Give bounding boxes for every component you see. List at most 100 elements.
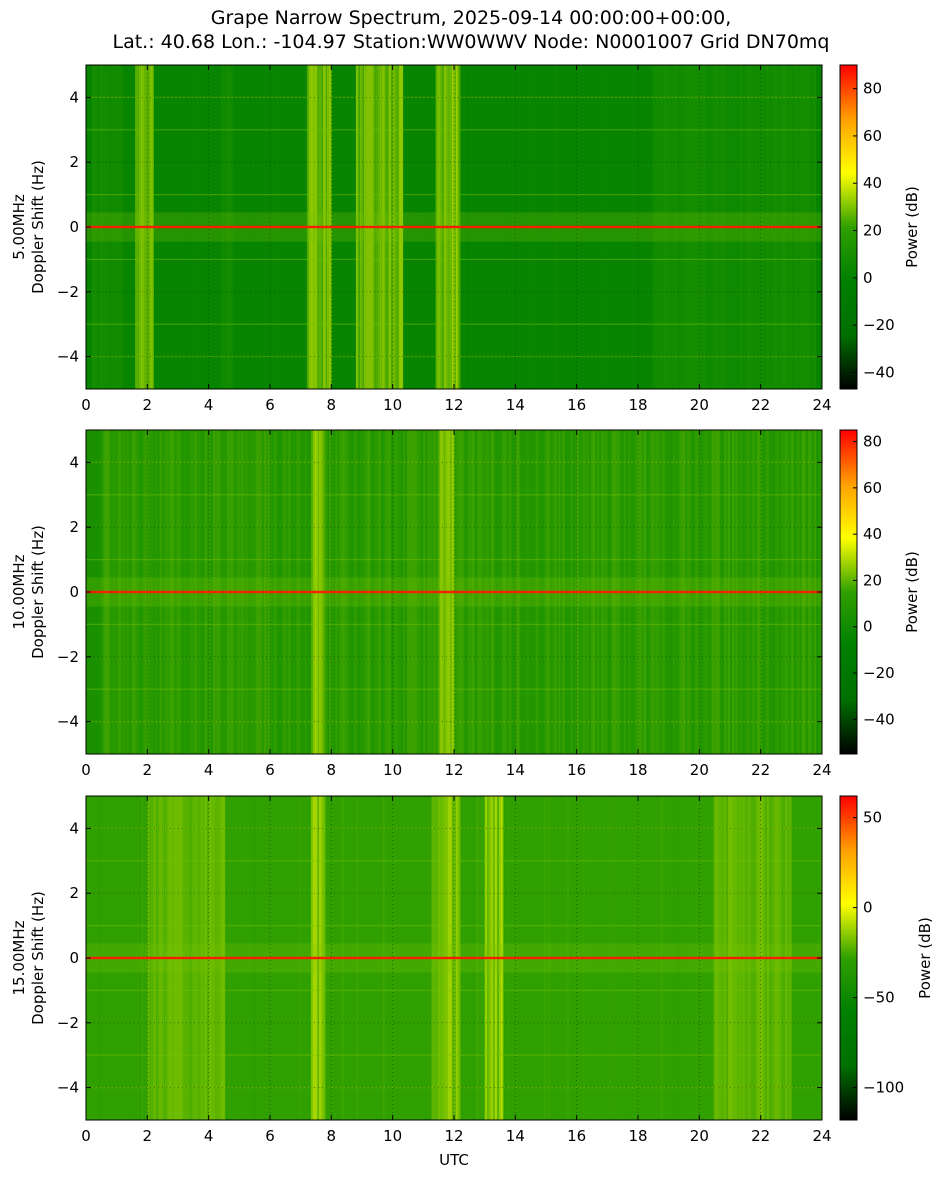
frequency-label: 5.00MHz xyxy=(10,194,28,260)
colorbar-tick-label: 50 xyxy=(863,809,882,827)
spur-line xyxy=(86,1054,822,1056)
spur-line xyxy=(86,323,822,325)
y-tick-label: 0 xyxy=(69,949,79,967)
x-tick-label: 2 xyxy=(143,396,153,414)
y-tick-label: 2 xyxy=(69,153,79,171)
x-tick-label: 10 xyxy=(383,396,402,414)
spur-line xyxy=(86,194,822,196)
x-tick-label: 10 xyxy=(383,761,402,779)
heatmap-area xyxy=(86,430,822,754)
x-tick-label: 12 xyxy=(444,761,463,779)
x-tick-label: 14 xyxy=(506,396,525,414)
x-tick-label: 12 xyxy=(444,1127,463,1145)
x-tick-label: 8 xyxy=(327,396,337,414)
y-axis-label: Doppler Shift (Hz) xyxy=(29,525,47,659)
colorbar-tick-label: 80 xyxy=(863,433,882,451)
colorbar-tick-label: 0 xyxy=(863,899,873,917)
colorbar-tick-label: 20 xyxy=(863,571,882,589)
x-tick-label: 16 xyxy=(567,761,586,779)
colorbar-tick-label: −100 xyxy=(863,1079,904,1097)
y-tick-label: −4 xyxy=(57,713,79,731)
colorbar-tick-label: −40 xyxy=(863,710,895,728)
x-tick-label: 22 xyxy=(751,396,770,414)
y-tick-label: 4 xyxy=(69,453,79,471)
colorbar xyxy=(839,64,858,390)
colorbar-tick-label: −20 xyxy=(863,664,895,682)
colorbar xyxy=(839,429,858,755)
x-tick-label: 12 xyxy=(444,396,463,414)
x-tick-label: 0 xyxy=(81,761,91,779)
frequency-label: 10.00MHz xyxy=(10,554,28,629)
y-tick-label: 2 xyxy=(69,518,79,536)
colorbar-tick-label: 0 xyxy=(863,269,873,287)
y-tick-label: −4 xyxy=(57,1079,79,1097)
spur-line xyxy=(86,559,822,561)
y-tick-label: −2 xyxy=(57,648,79,666)
x-tick-label: 6 xyxy=(265,1127,275,1145)
y-axis-label: Doppler Shift (Hz) xyxy=(29,891,47,1025)
x-tick-label: 2 xyxy=(143,1127,153,1145)
y-tick-label: 0 xyxy=(69,583,79,601)
x-tick-label: 22 xyxy=(751,1127,770,1145)
colorbar-tick-label: 0 xyxy=(863,618,873,636)
colorbar-tick-label: 60 xyxy=(863,127,882,145)
y-tick-label: 2 xyxy=(69,884,79,902)
x-tick-label: 4 xyxy=(204,1127,214,1145)
y-axis-label: Doppler Shift (Hz) xyxy=(29,160,47,294)
colorbar-tick-label: 20 xyxy=(863,222,882,240)
x-tick-label: 14 xyxy=(506,1127,525,1145)
y-tick-label: −2 xyxy=(57,283,79,301)
x-tick-label: 8 xyxy=(327,1127,337,1145)
spur-line xyxy=(86,258,822,260)
spur-line xyxy=(86,989,822,991)
colorbar-tick-label: 80 xyxy=(863,80,882,98)
chart-title: Grape Narrow Spectrum, 2025-09-14 00:00:… xyxy=(0,6,942,54)
y-tick-label: 4 xyxy=(69,88,79,106)
x-tick-label: 22 xyxy=(751,761,770,779)
x-tick-label: 16 xyxy=(567,1127,586,1145)
colorbar-label: Power (dB) xyxy=(903,551,921,633)
y-tick-label: −2 xyxy=(57,1014,79,1032)
spur-line xyxy=(86,925,822,927)
y-tick-label: −4 xyxy=(57,348,79,366)
colorbar-tick-label: 40 xyxy=(863,525,882,543)
title-line-2: Lat.: 40.68 Lon.: -104.97 Station:WW0WWV… xyxy=(112,31,830,53)
title-line-1: Grape Narrow Spectrum, 2025-09-14 00:00:… xyxy=(210,7,732,29)
x-tick-label: 0 xyxy=(81,396,91,414)
x-tick-label: 4 xyxy=(204,396,214,414)
x-tick-label: 6 xyxy=(265,761,275,779)
colorbar-label: Power (dB) xyxy=(903,186,921,268)
y-tick-label: 0 xyxy=(69,218,79,236)
x-tick-label: 16 xyxy=(567,396,586,414)
heatmap-area xyxy=(86,65,822,389)
spur-line xyxy=(86,688,822,690)
x-tick-label: 14 xyxy=(506,761,525,779)
x-tick-label: 24 xyxy=(812,396,831,414)
colorbar-tick-label: −40 xyxy=(863,363,895,381)
x-tick-label: 0 xyxy=(81,1127,91,1145)
x-tick-label: 6 xyxy=(265,396,275,414)
x-tick-label: 2 xyxy=(143,761,153,779)
x-tick-label: 24 xyxy=(812,1127,831,1145)
x-tick-label: 20 xyxy=(690,396,709,414)
colorbar-tick-label: −50 xyxy=(863,989,895,1007)
x-tick-label: 20 xyxy=(690,1127,709,1145)
x-tick-label: 24 xyxy=(812,761,831,779)
colorbar-tick-label: 40 xyxy=(863,174,882,192)
heatmap-area xyxy=(86,796,822,1120)
colorbar-tick-label: −20 xyxy=(863,316,895,334)
x-tick-label: 8 xyxy=(327,761,337,779)
x-tick-label: 18 xyxy=(628,1127,647,1145)
x-tick-label: 4 xyxy=(204,761,214,779)
colorbar-tick-label: 60 xyxy=(863,479,882,497)
frequency-label: 15.00MHz xyxy=(10,920,28,995)
colorbar-label: Power (dB) xyxy=(916,917,934,999)
x-tick-label: 18 xyxy=(628,761,647,779)
x-tick-label: 18 xyxy=(628,396,647,414)
x-axis-label: UTC xyxy=(439,1151,469,1169)
colorbar xyxy=(839,795,858,1121)
